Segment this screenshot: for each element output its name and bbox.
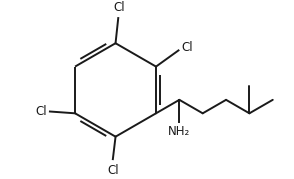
- Text: Cl: Cl: [107, 164, 119, 177]
- Text: Cl: Cl: [113, 1, 125, 14]
- Text: Cl: Cl: [181, 41, 193, 54]
- Text: NH₂: NH₂: [168, 125, 191, 138]
- Text: Cl: Cl: [36, 105, 47, 118]
